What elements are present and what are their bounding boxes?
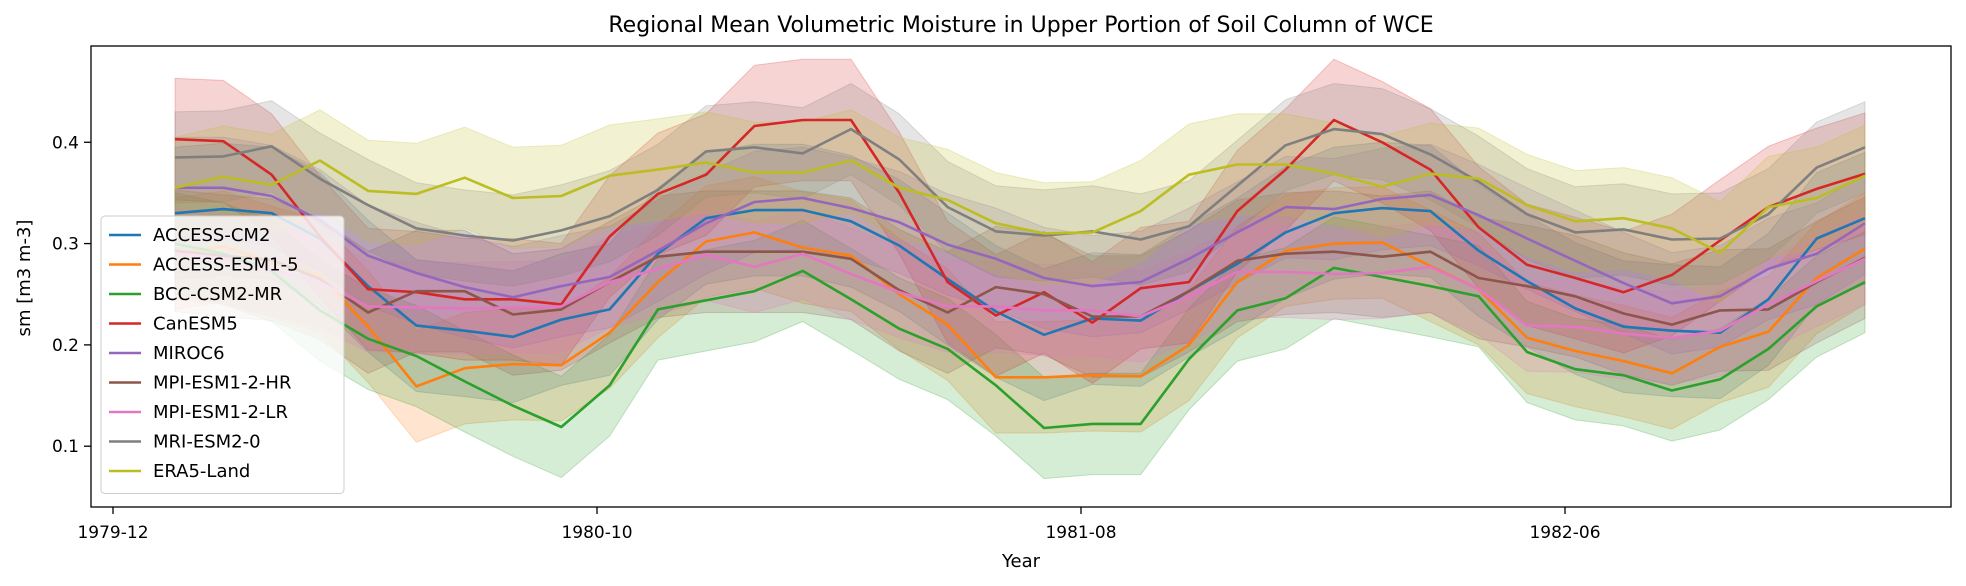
band-miroc6 — [174, 136, 1866, 355]
legend: ACCESS-CM2 ACCESS-ESM1-5 BCC-CSM2-MR CanESM… — [100, 215, 345, 494]
legend-box — [100, 215, 345, 494]
band-access-cm2 — [174, 141, 1866, 404]
band-mpi-esm1-2-hr — [174, 189, 1866, 386]
y-tick-label: 0.4 — [52, 133, 79, 153]
line-canesm5 — [174, 118, 1866, 324]
legend-label: MRI-ESM2-0 — [153, 432, 261, 453]
legend-label: ACCESS-ESM1-5 — [153, 255, 299, 276]
line-mpi-esm1-2-lr — [174, 252, 1866, 340]
legend-label: CanESM5 — [153, 314, 238, 335]
legend-label: ERA5-Land — [153, 461, 250, 482]
plot-frame — [90, 45, 1952, 508]
band-mri-esm2-0 — [174, 82, 1866, 287]
band-access-esm1-5 — [174, 176, 1866, 443]
y-axis: 0.1 0.2 0.3 0.4 — [52, 133, 91, 457]
line-mri-esm2-0 — [174, 127, 1866, 242]
y-tick-label: 0.3 — [52, 235, 79, 255]
line-era5-land — [174, 159, 1866, 254]
legend-label: MIROC6 — [153, 343, 225, 364]
x-axis-title: Year — [1001, 551, 1041, 572]
line-access-cm2 — [174, 206, 1866, 339]
legend-label: MPI-ESM1-2-LR — [153, 402, 288, 423]
series-lines — [174, 118, 1866, 430]
line-mpi-esm1-2-hr — [174, 249, 1866, 326]
x-axis: 1979-12 1980-10 1981-08 1982-06 — [77, 507, 1601, 543]
band-bcc-csm2-mr — [174, 192, 1866, 480]
x-tick-label: 1982-06 — [1529, 523, 1600, 543]
y-axis-title: sm [m3 m-3] — [14, 220, 35, 337]
line-bcc-csm2-mr — [174, 242, 1866, 430]
x-tick-label: 1979-12 — [77, 523, 148, 543]
x-tick-label: 1980-10 — [561, 523, 632, 543]
line-miroc6 — [175, 186, 1866, 305]
band-era5-land — [174, 109, 1866, 304]
chart-title: Regional Mean Volumetric Moisture in Upp… — [608, 13, 1433, 38]
y-tick-label: 0.1 — [52, 437, 79, 457]
legend-label: BCC-CSM2-MR — [153, 284, 282, 305]
x-tick-label: 1981-08 — [1045, 523, 1116, 543]
confidence-bands — [174, 58, 1866, 480]
y-tick-label: 0.2 — [52, 336, 79, 356]
line-access-esm1-5 — [174, 231, 1866, 388]
legend-label: ACCESS-CM2 — [153, 225, 270, 246]
band-canesm5 — [174, 58, 1866, 385]
legend-label: MPI-ESM1-2-HR — [153, 373, 291, 394]
